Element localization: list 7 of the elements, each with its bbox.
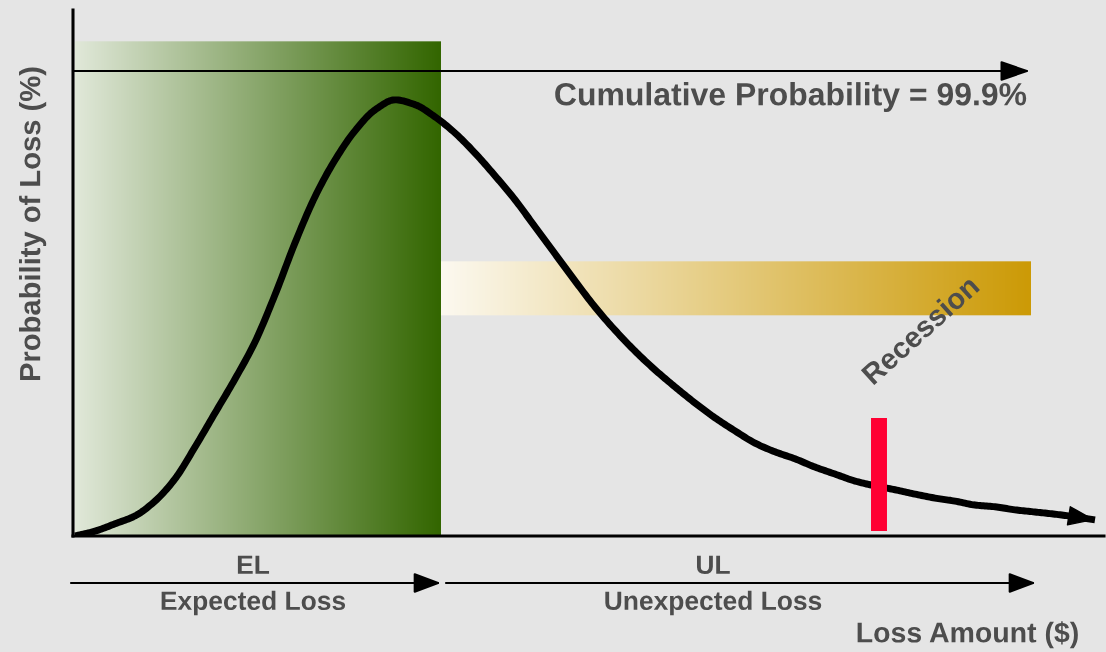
text: UL — [697, 555, 730, 575]
text: Expected Loss — [161, 590, 346, 616]
text: Unexpected Loss — [605, 590, 822, 616]
x-axis-title: Loss Amount ($) — [857, 621, 1078, 649]
y-axis-title: Probability of Loss (%) — [19, 67, 47, 381]
annotation: Cumulative Probability = 99.9% — [555, 82, 1027, 112]
text: EL — [237, 555, 270, 574]
